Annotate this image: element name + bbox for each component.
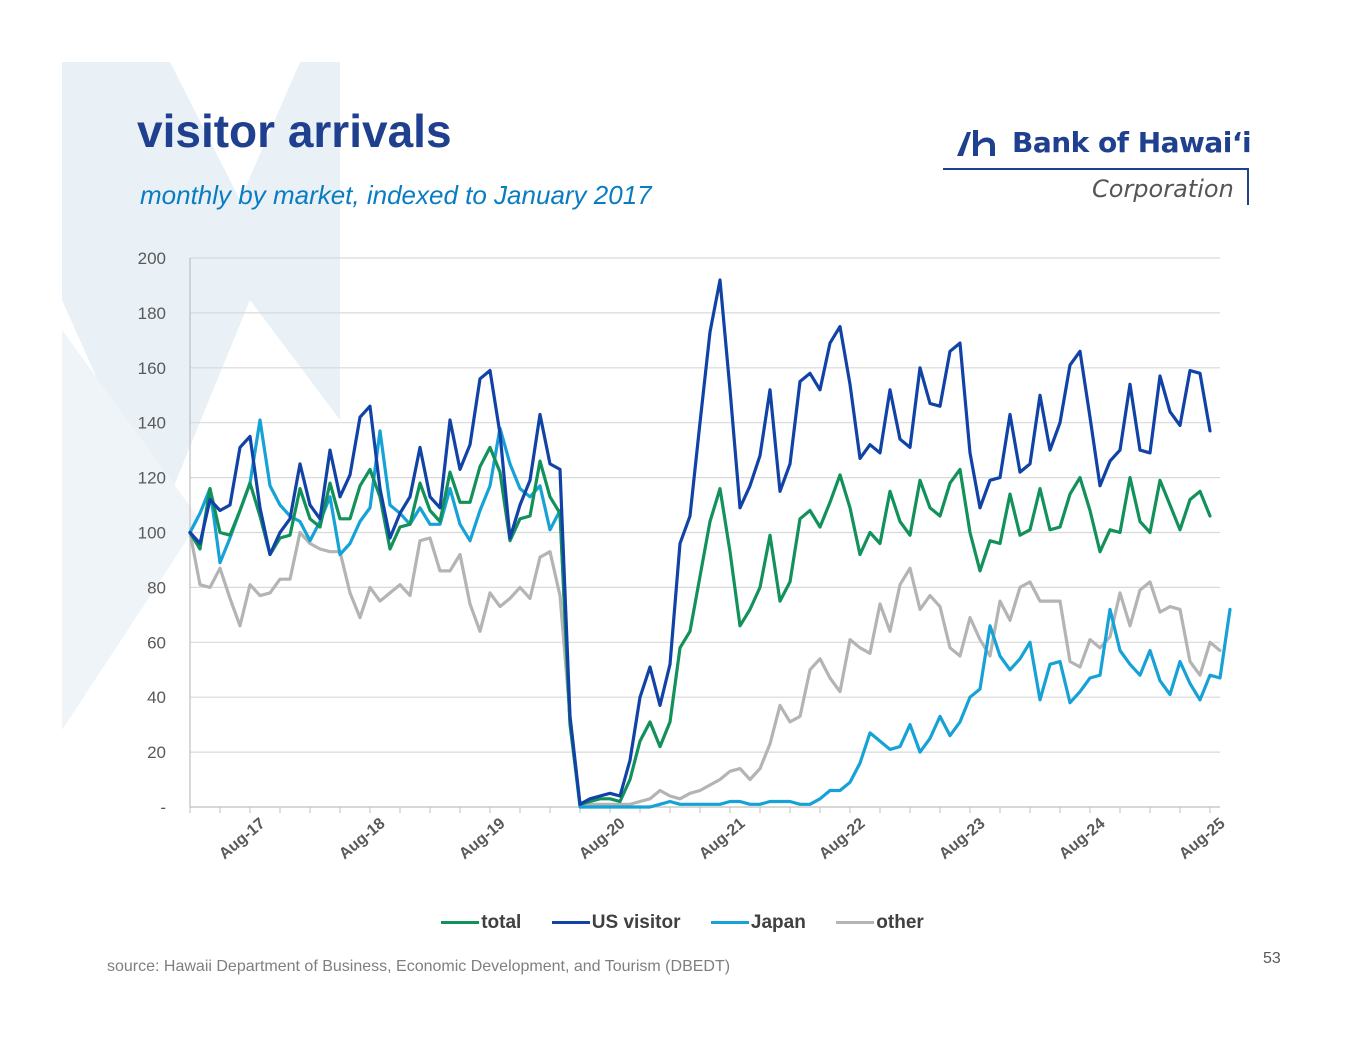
y-tick-label: 140 <box>138 414 166 433</box>
y-tick-label: 120 <box>138 469 166 488</box>
y-tick-label: 80 <box>147 578 166 597</box>
legend-swatch-japan <box>710 921 749 925</box>
y-tick-label: 200 <box>138 249 166 268</box>
y-tick-label: 20 <box>147 743 166 762</box>
bank-logo-icon <box>957 130 995 156</box>
page-title: visitor arrivals <box>137 105 452 157</box>
y-tick-label: 100 <box>138 524 166 543</box>
x-tick-label: Aug-17 <box>216 815 269 863</box>
page-number: 53 <box>1263 950 1281 967</box>
logo-vertical-rule <box>1247 168 1249 205</box>
y-tick-label: 180 <box>138 304 166 323</box>
source-note: source: Hawaii Department of Business, E… <box>107 958 731 975</box>
chart-legend: total US visitor Japan other <box>0 912 1365 934</box>
y-tick-label: 40 <box>147 688 166 707</box>
x-tick-label: Aug-21 <box>696 815 749 863</box>
x-tick-label: Aug-24 <box>1056 815 1109 863</box>
legend-item-other: other <box>836 912 924 934</box>
x-tick-label: Aug-25 <box>1176 815 1229 863</box>
legend-swatch-other <box>836 921 875 925</box>
series-line-other <box>188 530 1222 806</box>
chart-axes: - 20 40 60 80 100 120 140 160 180 200 Aug-17 Aug-18 A… <box>138 249 1229 863</box>
logo-wordmark: Bank of Hawai‘i <box>1012 126 1252 159</box>
chart-gridlines <box>190 257 1220 753</box>
legend-item-total: total <box>441 912 521 934</box>
y-tick-label: 60 <box>147 633 166 652</box>
logo-subtitle: Corporation <box>1092 175 1234 203</box>
series-line-us-visitor <box>188 278 1212 806</box>
series-line-japan <box>188 418 1232 809</box>
legend-swatch-total <box>441 921 480 925</box>
page-subtitle: monthly by market, indexed to January 20… <box>140 180 652 210</box>
chart-series <box>188 278 1232 809</box>
x-tick-label: Aug-22 <box>816 815 869 863</box>
x-tick-label: Aug-18 <box>336 815 389 863</box>
x-tick-label: Aug-23 <box>936 815 989 863</box>
x-tick-label: Aug-19 <box>456 815 509 863</box>
x-tick-label: Aug-20 <box>576 815 629 863</box>
background-watermark <box>62 62 340 730</box>
legend-swatch-us-visitor <box>551 921 590 925</box>
legend-item-japan: Japan <box>710 912 806 934</box>
series-line-total <box>188 445 1212 806</box>
legend-item-us-visitor: US visitor <box>551 912 680 934</box>
y-tick-label: 160 <box>138 359 166 378</box>
y-tick-label: - <box>160 798 166 817</box>
logo-rule <box>943 168 1249 170</box>
